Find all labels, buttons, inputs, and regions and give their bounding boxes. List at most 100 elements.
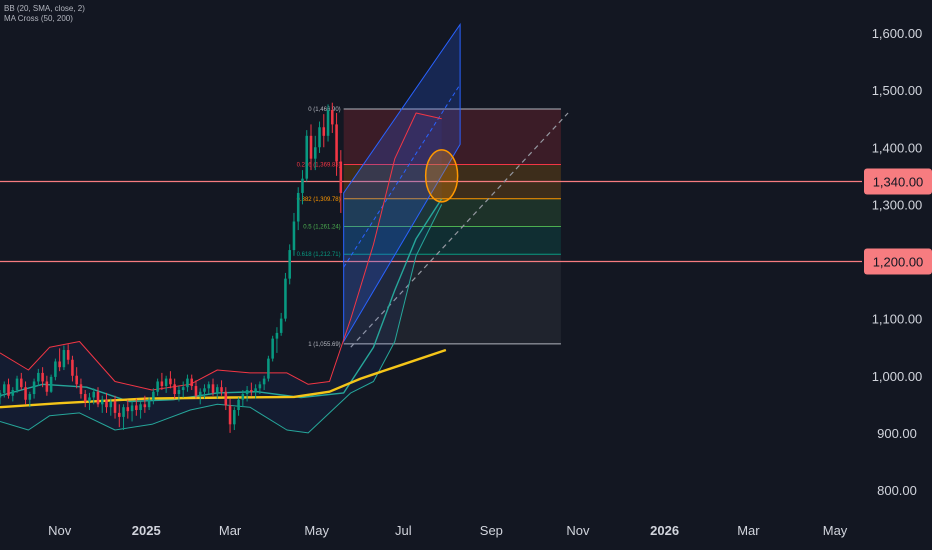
candle <box>164 375 168 393</box>
candle-body <box>75 375 78 385</box>
candle-body <box>301 178 304 193</box>
price-tick-label: 900.00 <box>877 426 917 441</box>
candle <box>135 398 138 416</box>
time-tick-label: Nov <box>48 523 72 538</box>
candle <box>322 114 326 148</box>
candle <box>122 404 125 431</box>
candle-body <box>335 124 338 162</box>
candle <box>113 395 117 419</box>
indicator-ma-cross[interactable]: MA Cross (50, 200) <box>4 14 73 23</box>
candle-body <box>169 378 172 385</box>
candle-body <box>292 221 296 251</box>
candle-body <box>147 399 151 408</box>
candle <box>228 398 232 433</box>
candle-body <box>105 399 108 408</box>
candle-body <box>186 378 189 388</box>
price-tick-label: 800.00 <box>877 483 917 498</box>
candle <box>147 397 151 411</box>
candle <box>143 395 147 413</box>
candle <box>62 345 66 371</box>
fib-zone <box>343 226 561 255</box>
candle <box>66 344 70 365</box>
candle-body <box>96 391 100 405</box>
candle <box>301 170 304 205</box>
candle-body <box>164 378 168 387</box>
candle-body <box>24 387 27 400</box>
candle-body <box>109 401 113 408</box>
candle <box>130 401 134 422</box>
price-tick-label: 1,500.00 <box>872 83 923 98</box>
candle <box>71 355 74 382</box>
candle <box>7 378 10 399</box>
candle <box>152 388 155 405</box>
fib-level-label: 0 (1,466.90) <box>308 107 340 113</box>
candle <box>169 371 172 389</box>
candle-body <box>296 192 300 222</box>
candle-body <box>241 394 245 400</box>
candle-body <box>271 338 274 359</box>
candle <box>305 130 309 182</box>
candle-body <box>118 412 121 417</box>
candle-body <box>267 358 270 379</box>
candle <box>335 112 338 176</box>
candle-body <box>254 388 257 392</box>
candle-body <box>126 407 130 412</box>
candle-body <box>245 390 249 395</box>
bollinger-lower-line <box>0 204 443 434</box>
candle <box>156 378 159 396</box>
candle <box>292 212 296 256</box>
candles <box>0 102 343 433</box>
candle-body <box>15 378 19 391</box>
candle <box>24 381 27 405</box>
candle <box>54 358 57 381</box>
candle <box>331 102 334 133</box>
candle-body <box>250 390 253 392</box>
fib-level-label: 0.236 (1,369.83) <box>297 162 341 168</box>
candle-body <box>233 410 236 425</box>
candle <box>28 391 32 408</box>
price-axis: 1,600.00 1,500.00 1,400.00 1,300.00 1,100.00… <box>864 26 932 498</box>
candle <box>41 367 44 388</box>
candle <box>245 386 249 402</box>
candle-body <box>237 399 240 411</box>
candle-body <box>49 376 53 392</box>
candle <box>233 407 236 431</box>
candle <box>79 378 83 399</box>
candle-body <box>20 378 23 388</box>
candle-body <box>203 388 206 392</box>
channel-midline <box>343 84 461 268</box>
candle-body <box>190 378 193 387</box>
candle <box>275 327 279 353</box>
candle-body <box>228 405 232 425</box>
time-tick-label: May <box>304 523 329 538</box>
candle-body <box>224 391 228 406</box>
candle-body <box>288 250 291 279</box>
candle <box>0 390 2 405</box>
candle-body <box>79 384 83 395</box>
candle <box>83 390 87 408</box>
candle <box>160 372 164 391</box>
candle <box>75 367 78 389</box>
candle-body <box>139 404 142 411</box>
price-tick-label: 1,100.00 <box>872 312 923 327</box>
candle <box>186 374 189 392</box>
candle-body <box>92 391 96 398</box>
candle <box>284 272 287 322</box>
candle-body <box>177 390 181 395</box>
candle-body <box>258 384 262 389</box>
candle <box>190 374 193 391</box>
candle-body <box>113 401 117 413</box>
candle <box>2 381 6 398</box>
candle <box>250 382 253 396</box>
candle <box>296 187 300 231</box>
candle-body <box>2 384 6 393</box>
candle-body <box>211 384 215 393</box>
time-tick-label: 2025 <box>132 523 161 538</box>
indicator-bb[interactable]: BB (20, SMA, close, 2) <box>4 4 85 13</box>
candle <box>271 335 274 362</box>
time-tick-label: Nov <box>566 523 590 538</box>
time-tick-label: May <box>823 523 848 538</box>
candle-body <box>28 394 32 400</box>
candle-body <box>326 110 330 136</box>
